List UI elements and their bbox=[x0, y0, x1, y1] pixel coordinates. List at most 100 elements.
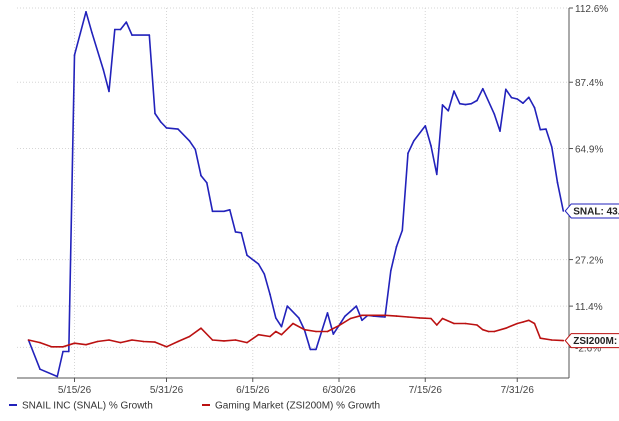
gaming-market-data-point bbox=[292, 322, 294, 325]
snal-data-point bbox=[280, 325, 283, 328]
gaming-market-data-point bbox=[493, 330, 496, 333]
snal-data-point bbox=[453, 90, 455, 92]
gaming-market-data-point bbox=[223, 340, 225, 342]
snal-data-point bbox=[102, 68, 105, 71]
x-tick-label: 5/15/26 bbox=[58, 385, 92, 396]
snal-data-point bbox=[223, 210, 225, 213]
gaming-market-data-point bbox=[441, 317, 444, 320]
x-tick-label: 6/30/26 bbox=[322, 385, 356, 396]
snal-data-point bbox=[125, 21, 128, 23]
gaming-market-data-point bbox=[482, 328, 484, 331]
snal-data-point bbox=[114, 28, 116, 31]
snal-data-point bbox=[470, 102, 473, 105]
snal-data-point bbox=[56, 375, 59, 378]
gaming-market-data-point bbox=[551, 339, 553, 341]
gaming-market-data-point bbox=[384, 314, 386, 317]
snal-data-point bbox=[413, 140, 415, 142]
snal-data-point bbox=[533, 106, 536, 109]
y-tick-label: 112.6% bbox=[575, 4, 608, 15]
snal-end-label: SNAL: 43.7% bbox=[573, 206, 619, 217]
snal-data-point bbox=[395, 245, 398, 248]
snal-data-point bbox=[68, 350, 70, 353]
snal-data-point bbox=[62, 350, 64, 353]
snal-data-point bbox=[562, 210, 565, 212]
snal-data-point bbox=[257, 263, 260, 265]
gaming-market-data-point bbox=[516, 322, 519, 325]
gaming-market-data-point bbox=[436, 324, 438, 326]
series-layer bbox=[27, 11, 565, 378]
gaming-market-data-point bbox=[476, 324, 478, 326]
snal-data-point bbox=[441, 104, 444, 106]
snal-data-point bbox=[528, 96, 530, 99]
snal-data-point bbox=[407, 152, 409, 154]
gaming-market-data-point bbox=[338, 324, 340, 327]
snal-data-point bbox=[499, 130, 501, 132]
snal-end-label-box bbox=[564, 203, 619, 219]
gaming-market-data-point bbox=[349, 317, 352, 320]
snal-data-point bbox=[200, 174, 202, 177]
snal-data-point bbox=[234, 231, 237, 233]
y-tick-label: 87.4% bbox=[575, 78, 603, 89]
gaming-market-data-point bbox=[505, 327, 507, 330]
snal-data-point bbox=[119, 28, 122, 31]
snal-data-point bbox=[332, 333, 335, 335]
snal-data-point bbox=[154, 112, 156, 115]
snal-data-point bbox=[551, 146, 553, 148]
gaming-market-data-point bbox=[142, 340, 145, 343]
gaming-market-data-point bbox=[200, 327, 202, 330]
snal-data-point bbox=[91, 31, 93, 33]
gaming-market-data-point bbox=[522, 321, 524, 323]
snal-data-point bbox=[522, 102, 524, 104]
grid-layer bbox=[17, 7, 569, 378]
gaming-market-data-point bbox=[188, 335, 191, 338]
gaming-market-data-point bbox=[487, 330, 490, 333]
snal-data-point bbox=[263, 273, 266, 275]
snal-data-point bbox=[246, 254, 248, 256]
gaming-market-data-point bbox=[269, 335, 271, 338]
gaming-market-data-point bbox=[533, 322, 536, 325]
snal-data-point bbox=[177, 128, 179, 130]
legend: SNAIL INC (SNAL) % Growth Gaming Market (… bbox=[9, 401, 380, 412]
snal-data-point bbox=[430, 145, 432, 147]
snal-data-point bbox=[349, 310, 352, 313]
y-tick-label: -2.6% bbox=[575, 343, 601, 354]
gaming-market-data-point bbox=[315, 330, 317, 333]
snal-data-point bbox=[206, 181, 208, 184]
snal-data-point bbox=[79, 32, 82, 35]
gaming-market-data-point bbox=[85, 343, 87, 346]
snal-data-point bbox=[85, 11, 87, 13]
snal-data-point bbox=[315, 348, 317, 351]
snal-data-point bbox=[464, 103, 467, 106]
y-tick-label: 64.9% bbox=[575, 145, 603, 156]
gaming-market-data-point bbox=[177, 340, 179, 343]
snal-data-point bbox=[355, 305, 358, 307]
gaming-market-data-point bbox=[372, 314, 375, 317]
gaming-market-data-point bbox=[119, 341, 122, 344]
x-tick-label: 7/31/26 bbox=[501, 385, 535, 396]
gaming-market-data-point bbox=[96, 340, 99, 343]
gaming-market-data-point bbox=[257, 333, 260, 336]
gaming-market-data-point bbox=[562, 339, 565, 342]
snal-data-point bbox=[229, 209, 231, 211]
gaming-market-end-label-box bbox=[564, 333, 619, 349]
gaming-market-data-point bbox=[430, 317, 432, 320]
snal-data-point bbox=[384, 316, 386, 318]
snal-data-point bbox=[108, 90, 110, 93]
snal-data-point bbox=[493, 113, 496, 115]
gaming-market-data-point bbox=[303, 328, 306, 331]
snal-data-point bbox=[344, 315, 346, 318]
snal-data-point bbox=[240, 232, 243, 234]
snal-data-point bbox=[309, 348, 312, 351]
snal-data-point bbox=[516, 98, 519, 100]
legend-label-snal: SNAIL INC (SNAL) % Growth bbox=[22, 401, 153, 412]
gaming-market-end-label: ZSI200M: -0.3% bbox=[573, 336, 619, 347]
snal-data-point bbox=[545, 128, 547, 130]
snal-data-point bbox=[131, 34, 133, 36]
snal-data-point bbox=[269, 293, 271, 296]
gaming-market-data-point bbox=[539, 337, 542, 340]
gaming-market-growth-line bbox=[28, 314, 564, 348]
snal-data-point bbox=[539, 128, 542, 131]
x-tick-label: 5/31/26 bbox=[150, 385, 184, 396]
snal-data-point bbox=[286, 305, 289, 307]
